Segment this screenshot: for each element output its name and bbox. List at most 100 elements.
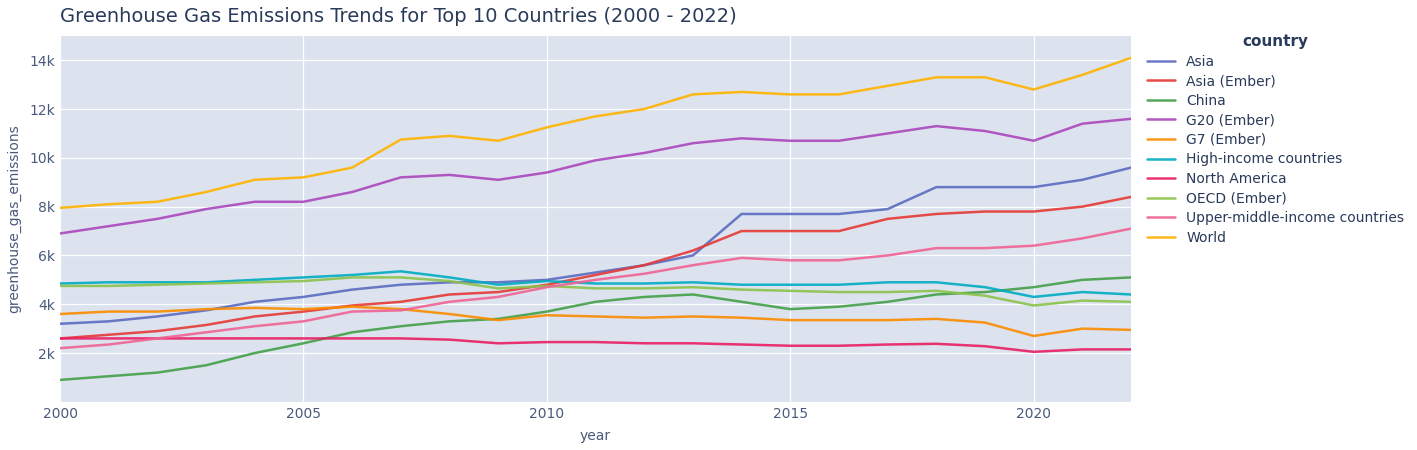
Asia — [636, 262, 653, 268]
Y-axis label: greenhouse_gas_emissions: greenhouse_gas_emissions — [7, 125, 21, 313]
OECD (Ember) — [295, 279, 312, 284]
G20 (Ember) — [149, 216, 166, 221]
China — [490, 316, 507, 322]
Line: G20 (Ember): G20 (Ember) — [60, 119, 1131, 234]
China — [636, 294, 653, 300]
World — [1026, 87, 1043, 92]
G7 (Ember) — [441, 311, 458, 317]
Asia — [1074, 177, 1091, 183]
North America — [295, 336, 312, 341]
Asia (Ember) — [490, 289, 507, 295]
World — [441, 133, 458, 139]
World — [344, 165, 361, 170]
Asia (Ember) — [587, 272, 604, 278]
Asia — [197, 308, 214, 313]
Asia — [149, 314, 166, 319]
China — [1026, 284, 1043, 290]
Asia (Ember) — [393, 299, 410, 305]
Text: Greenhouse Gas Emissions Trends for Top 10 Countries (2000 - 2022): Greenhouse Gas Emissions Trends for Top … — [60, 7, 737, 26]
G20 (Ember) — [51, 231, 68, 236]
Asia (Ember) — [879, 216, 896, 221]
World — [1122, 55, 1139, 60]
Asia (Ember) — [538, 282, 555, 288]
World — [197, 189, 214, 195]
G7 (Ember) — [1074, 326, 1091, 331]
China — [393, 324, 410, 329]
Asia — [101, 319, 118, 324]
OECD (Ember) — [782, 288, 799, 293]
Upper-middle-income countries — [636, 271, 653, 276]
China — [51, 377, 68, 382]
High-income countries — [197, 279, 214, 285]
Upper-middle-income countries — [393, 308, 410, 313]
OECD (Ember) — [344, 274, 361, 280]
World — [490, 138, 507, 144]
OECD (Ember) — [197, 281, 214, 286]
G7 (Ember) — [636, 315, 653, 320]
G20 (Ember) — [928, 123, 945, 129]
Legend: Asia, Asia (Ember), China, G20 (Ember), G7 (Ember), High-income countries, North: Asia, Asia (Ember), China, G20 (Ember), … — [1142, 28, 1410, 250]
Upper-middle-income countries — [149, 336, 166, 341]
G7 (Ember) — [101, 309, 118, 314]
High-income countries — [149, 279, 166, 285]
North America — [587, 339, 604, 345]
OECD (Ember) — [101, 283, 118, 288]
G20 (Ember) — [441, 172, 458, 178]
North America — [538, 339, 555, 345]
G20 (Ember) — [1074, 121, 1091, 126]
World — [636, 106, 653, 112]
North America — [490, 341, 507, 346]
High-income countries — [344, 272, 361, 278]
High-income countries — [733, 282, 750, 288]
North America — [101, 336, 118, 341]
China — [1122, 274, 1139, 280]
Asia (Ember) — [684, 248, 701, 253]
Asia — [393, 282, 410, 288]
G20 (Ember) — [393, 175, 410, 180]
China — [101, 374, 118, 379]
G7 (Ember) — [149, 309, 166, 314]
Asia (Ember) — [830, 228, 847, 234]
Upper-middle-income countries — [733, 255, 750, 261]
G7 (Ember) — [928, 316, 945, 322]
OECD (Ember) — [538, 283, 555, 288]
Asia (Ember) — [101, 332, 118, 338]
G7 (Ember) — [782, 317, 799, 323]
Asia — [684, 253, 701, 258]
G7 (Ember) — [684, 314, 701, 319]
China — [830, 304, 847, 310]
OECD (Ember) — [976, 293, 993, 298]
High-income countries — [1074, 289, 1091, 295]
OECD (Ember) — [149, 282, 166, 288]
Asia (Ember) — [1122, 194, 1139, 200]
OECD (Ember) — [490, 286, 507, 291]
Upper-middle-income countries — [51, 346, 68, 351]
G20 (Ember) — [490, 177, 507, 183]
Asia — [295, 294, 312, 300]
Line: High-income countries: High-income countries — [60, 271, 1131, 297]
Asia (Ember) — [782, 228, 799, 234]
High-income countries — [490, 282, 507, 288]
OECD (Ember) — [1074, 298, 1091, 303]
G20 (Ember) — [587, 158, 604, 163]
Asia — [976, 184, 993, 190]
G20 (Ember) — [247, 199, 264, 204]
North America — [197, 336, 214, 341]
Asia (Ember) — [441, 292, 458, 297]
Asia (Ember) — [636, 262, 653, 268]
World — [782, 92, 799, 97]
Upper-middle-income countries — [538, 284, 555, 290]
China — [344, 329, 361, 335]
Asia — [928, 184, 945, 190]
OECD (Ember) — [393, 274, 410, 280]
North America — [149, 336, 166, 341]
Line: China: China — [60, 277, 1131, 380]
China — [587, 299, 604, 305]
China — [976, 289, 993, 295]
G7 (Ember) — [1122, 327, 1139, 333]
World — [1074, 72, 1091, 77]
Line: Asia (Ember): Asia (Ember) — [60, 197, 1131, 338]
G20 (Ember) — [344, 189, 361, 195]
G20 (Ember) — [782, 138, 799, 144]
Upper-middle-income countries — [830, 258, 847, 263]
